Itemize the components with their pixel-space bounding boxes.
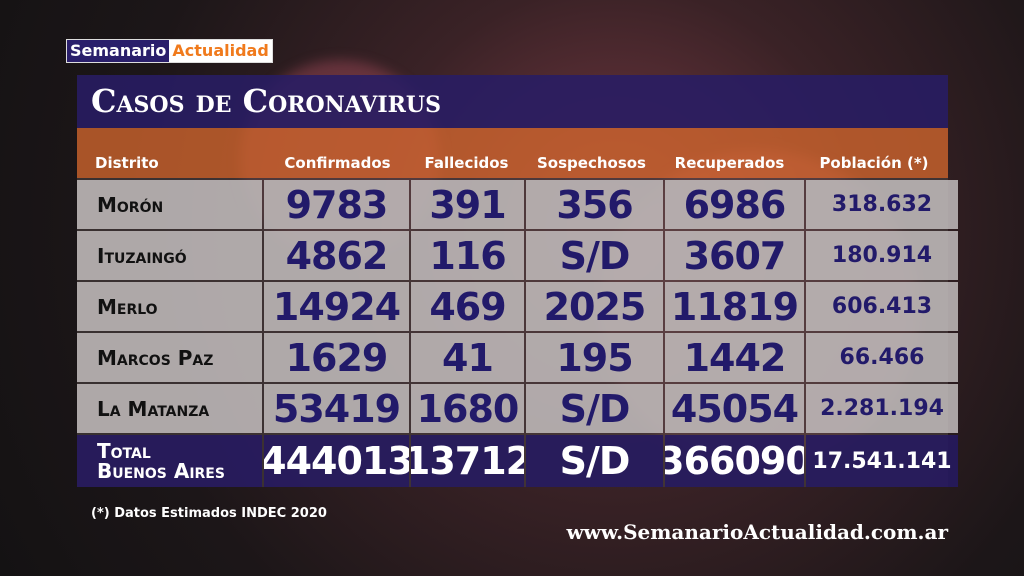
cell: 195 (526, 333, 663, 382)
cases-table: Casos de Coronavirus Distrito Confirmado… (77, 75, 958, 487)
cell: 14924 (264, 282, 409, 331)
district-name: La Matanza (77, 384, 262, 433)
table-row-total: Total Buenos Aires 444013 13712 S/D 36609… (77, 433, 958, 487)
column-header: Sospechosos (537, 154, 646, 172)
cell: 116 (411, 231, 524, 280)
column-header: Población (*) (819, 154, 929, 172)
cell: 366090 (665, 435, 804, 487)
cell: 3607 (665, 231, 804, 280)
cell: 4862 (264, 231, 409, 280)
cell: S/D (526, 384, 663, 433)
footnote: (*) Datos Estimados INDEC 2020 (91, 506, 327, 521)
table-row: La Matanza 53419 1680 S/D 45054 2.281.194 (77, 382, 958, 433)
cell: 41 (411, 333, 524, 382)
cell: 356 (526, 180, 663, 229)
cell: 6986 (665, 180, 804, 229)
district-name: Merlo (77, 282, 262, 331)
cell: 9783 (264, 180, 409, 229)
cell: 66.466 (806, 333, 958, 382)
total-label-line2: Buenos Aires (97, 459, 225, 483)
cell: 11819 (665, 282, 804, 331)
cell: 469 (411, 282, 524, 331)
column-header: Confirmados (284, 154, 391, 172)
table-header: Distrito Confirmados Fallecidos Sospecho… (77, 128, 948, 178)
district-name: Morón (77, 180, 262, 229)
logo: Semanario Actualidad (66, 39, 273, 63)
district-name: Marcos Paz (77, 333, 262, 382)
cell: 444013 (264, 435, 409, 487)
cell: 606.413 (806, 282, 958, 331)
table-row: Marcos Paz 1629 41 195 1442 66.466 (77, 331, 958, 382)
cell: 2025 (526, 282, 663, 331)
column-header: Fallecidos (424, 154, 509, 172)
district-name: Ituzaingó (77, 231, 262, 280)
total-label: Total Buenos Aires (77, 435, 262, 487)
cell: S/D (526, 231, 663, 280)
cell: S/D (526, 435, 663, 487)
cell: 1442 (665, 333, 804, 382)
cell: 1629 (264, 333, 409, 382)
cell: 318.632 (806, 180, 958, 229)
cell: 17.541.141 (806, 435, 958, 487)
website-link[interactable]: www.SemanarioActualidad.com.ar (566, 520, 948, 544)
table-row: Merlo 14924 469 2025 11819 606.413 (77, 280, 958, 331)
table-row: Morón 9783 391 356 6986 318.632 (77, 178, 958, 229)
logo-part1: Semanario (67, 40, 170, 62)
cell: 1680 (411, 384, 524, 433)
page-title: Casos de Coronavirus (77, 75, 948, 128)
cell: 2.281.194 (806, 384, 958, 433)
column-header: Distrito (95, 154, 159, 172)
cell: 180.914 (806, 231, 958, 280)
cell: 45054 (665, 384, 804, 433)
cell: 53419 (264, 384, 409, 433)
logo-part2: Actualidad (169, 40, 272, 62)
column-header: Recuperados (674, 154, 785, 172)
cell: 13712 (411, 435, 524, 487)
total-label-line1: Total (97, 439, 151, 463)
table-row: Ituzaingó 4862 116 S/D 3607 180.914 (77, 229, 958, 280)
cell: 391 (411, 180, 524, 229)
